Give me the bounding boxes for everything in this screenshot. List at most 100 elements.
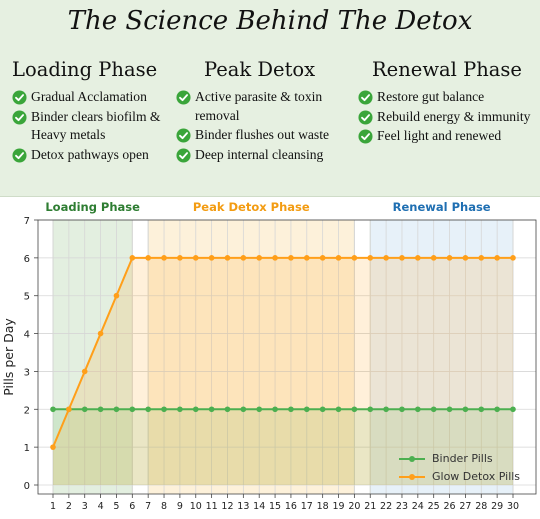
phase-band (53, 220, 133, 494)
phase-heading: Renewal Phase (372, 58, 522, 81)
data-point (50, 406, 56, 413)
x-tick-label: 18 (317, 501, 329, 512)
data-point (335, 255, 342, 261)
phase-benefit-list: Gradual Acclamation Binder clears biofil… (12, 88, 172, 164)
page-title: The Science Behind The Detox (67, 6, 473, 36)
data-point (256, 255, 263, 261)
x-tick-label: 23 (396, 501, 408, 512)
phase-column-renewal: Renewal Phase Restore gut balance Rebuil… (358, 58, 534, 147)
y-tick-label: 2 (24, 405, 30, 416)
chart-labels: Loading Phase Peak Detox Phase Renewal Pha… (1, 200, 519, 512)
chart-grid (38, 219, 536, 494)
phase-bands (52, 220, 514, 494)
benefit-text: Binder flushes out waste (195, 127, 330, 142)
data-point (367, 406, 374, 413)
legend-label-glow: Glow Detox Pills (432, 470, 521, 483)
data-point (113, 406, 120, 413)
data-point (399, 255, 405, 261)
check-circle-icon (358, 109, 373, 125)
y-tick-label: 1 (24, 443, 30, 454)
data-point (303, 406, 310, 413)
data-point (129, 255, 136, 261)
data-point (494, 406, 500, 413)
data-point (208, 406, 215, 413)
data-point (50, 444, 56, 450)
data-point (399, 406, 405, 413)
data-point (415, 406, 421, 413)
phase-heading: Peak Detox (204, 58, 316, 81)
x-tick-label: 28 (475, 501, 487, 512)
legend-entry-glow: Glow Detox Pills (397, 468, 537, 486)
benefit-item: Detox pathways open (12, 146, 172, 165)
data-point (462, 255, 469, 261)
data-point (383, 255, 389, 261)
data-point (240, 255, 247, 261)
x-tick-label: 16 (285, 501, 297, 512)
chart-area: Loading Phase Peak Detox Phase Renewal Pha… (0, 196, 540, 519)
series-area (53, 257, 513, 485)
data-point (303, 255, 310, 261)
benefit-text: Feel light and renewed (377, 128, 502, 143)
check-circle-icon (12, 90, 27, 105)
data-point (288, 255, 294, 261)
legend-label-binder: Binder Pills (432, 452, 493, 465)
x-tick-label: 5 (113, 501, 119, 512)
data-point (161, 406, 167, 413)
data-point (81, 368, 88, 375)
check-circle-icon (358, 129, 373, 144)
benefit-item: Restore gut balance (358, 88, 534, 107)
phase-band-label: Peak Detox Phase (193, 200, 310, 214)
x-tick-label: 24 (412, 501, 424, 512)
x-tick-label: 21 (364, 501, 376, 512)
data-point (430, 255, 437, 261)
x-tick-label: 17 (301, 501, 313, 512)
y-tick-label: 3 (24, 367, 30, 378)
data-point (177, 255, 183, 261)
y-tick-label: 6 (24, 254, 30, 265)
data-point (129, 406, 136, 413)
data-point (177, 406, 183, 413)
x-tick-label: 13 (237, 501, 249, 512)
benefit-text: Deep internal cleansing (195, 146, 324, 162)
phase-band-label: Loading Phase (45, 200, 140, 214)
benefit-text: Detox pathways open (31, 146, 149, 162)
x-tick-label: 9 (177, 501, 183, 512)
series-area (53, 409, 513, 485)
detox-dosing-chart: Loading Phase Peak Detox Phase Renewal Pha… (1, 200, 537, 512)
data-point (145, 255, 151, 261)
phase-band (148, 220, 355, 494)
data-point (224, 406, 231, 413)
data-point (224, 255, 231, 261)
benefit-text: Binder clears biofilm & Heavy metals (31, 108, 161, 143)
x-tick-label: 3 (82, 501, 88, 512)
data-point (161, 255, 167, 261)
data-point (367, 255, 374, 261)
data-point (446, 255, 453, 261)
data-point (145, 406, 151, 413)
data-point (319, 406, 326, 413)
data-point (335, 406, 342, 413)
x-tick-label: 10 (190, 501, 202, 512)
chart-series (50, 255, 516, 485)
benefit-text: Rebuild energy & immunity (377, 108, 531, 124)
x-tick-label: 2 (66, 501, 72, 512)
benefit-item: Active parasite & toxin removal (176, 88, 348, 125)
legend-swatch-binder (399, 456, 425, 462)
benefit-item: Rebuild energy & immunity (358, 108, 534, 127)
phase-column-peak: Peak Detox Active parasite & toxin remov… (176, 58, 348, 165)
data-point (256, 406, 263, 413)
check-circle-icon (176, 128, 191, 143)
data-point (240, 406, 247, 413)
data-point (113, 292, 120, 299)
phase-benefit-list: Active parasite & toxin removal Binder f… (176, 88, 348, 164)
benefit-item: Binder flushes out waste (176, 126, 348, 145)
data-point (462, 406, 469, 413)
data-point (97, 330, 104, 337)
chart-axes (34, 219, 537, 498)
x-tick-label: 15 (269, 501, 281, 512)
legend-swatch-glow (399, 474, 425, 480)
x-tick-label: 14 (253, 501, 265, 512)
data-point (478, 406, 485, 413)
x-tick-label: 26 (444, 501, 456, 512)
data-point (478, 255, 485, 261)
